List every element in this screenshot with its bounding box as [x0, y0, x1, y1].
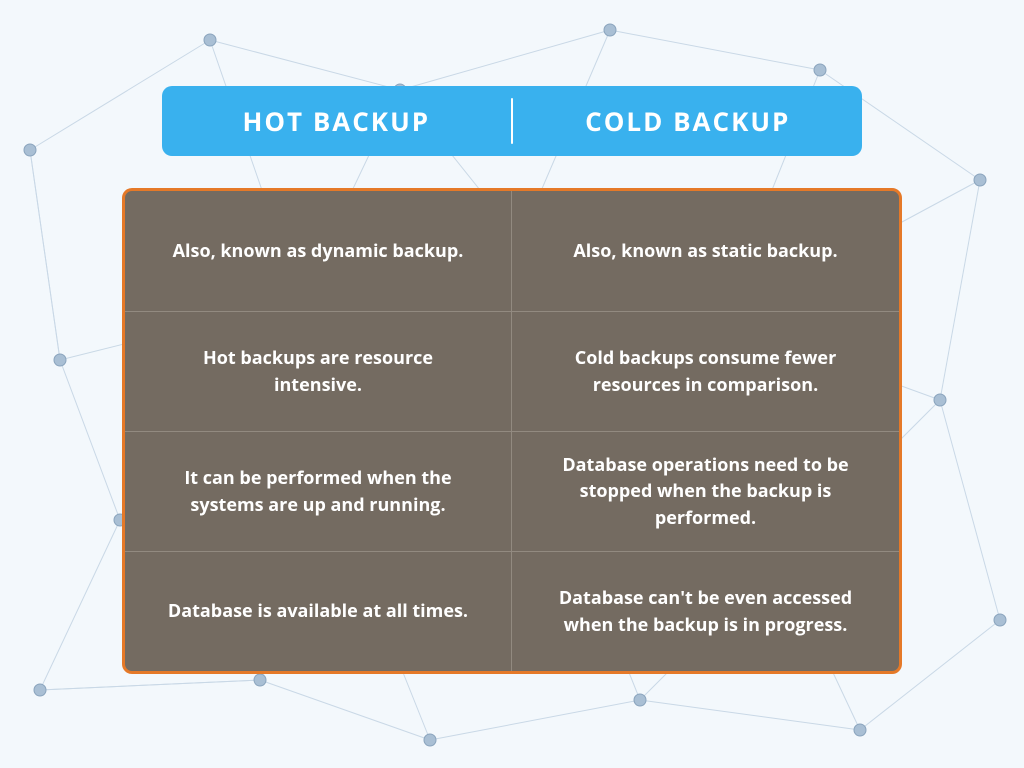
comparison-table: Also, known as dynamic backup. Also, kno… [122, 188, 902, 674]
cell-cold: Also, known as static backup. [512, 191, 899, 311]
header-cold-backup: COLD BACKUP [513, 86, 862, 156]
cell-hot: Hot backups are resource intensive. [125, 311, 512, 431]
table-row: It can be performed when the systems are… [125, 431, 899, 551]
cell-hot: It can be performed when the systems are… [125, 431, 512, 551]
header-hot-backup: HOT BACKUP [162, 86, 511, 156]
cell-cold: Database operations need to be stopped w… [512, 431, 899, 551]
cell-hot: Also, known as dynamic backup. [125, 191, 512, 311]
table-row: Also, known as dynamic backup. Also, kno… [125, 191, 899, 311]
comparison-header: HOT BACKUP COLD BACKUP [162, 86, 862, 156]
infographic-content: HOT BACKUP COLD BACKUP Also, known as dy… [0, 0, 1024, 768]
cell-cold: Database can't be even accessed when the… [512, 551, 899, 671]
cell-hot: Database is available at all times. [125, 551, 512, 671]
table-row: Hot backups are resource intensive. Cold… [125, 311, 899, 431]
cell-cold: Cold backups consume fewer resources in … [512, 311, 899, 431]
table-row: Database is available at all times. Data… [125, 551, 899, 671]
